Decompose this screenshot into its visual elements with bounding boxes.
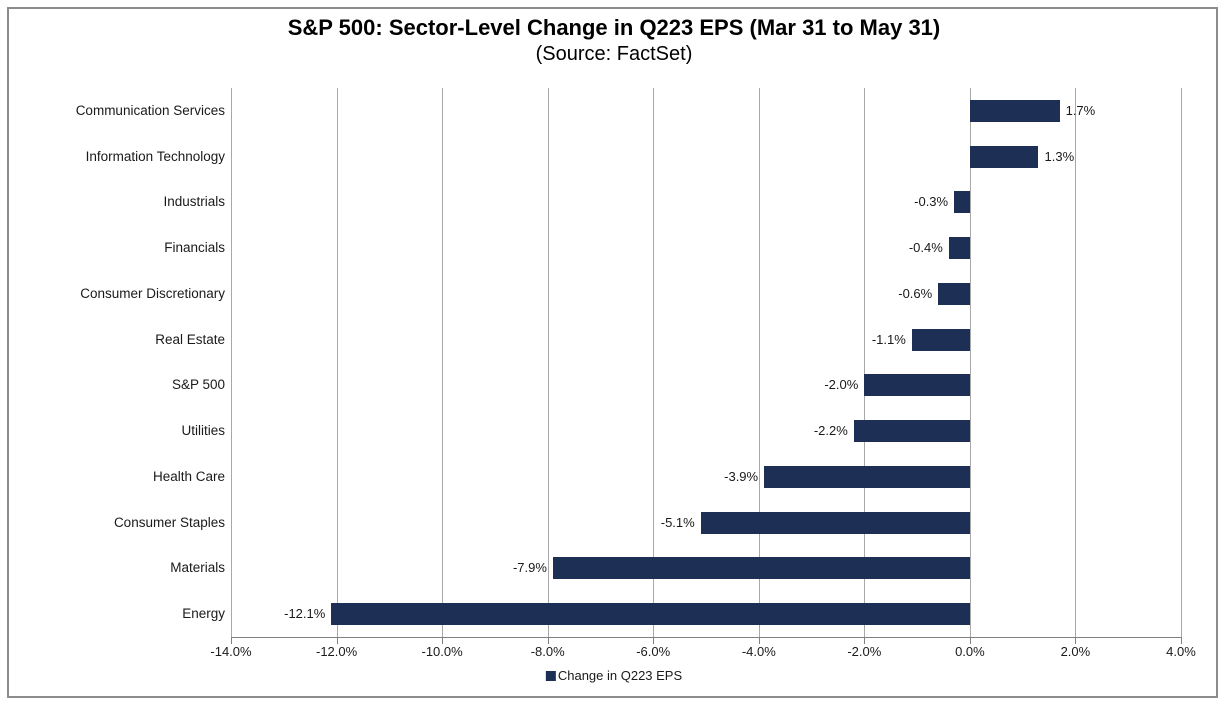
x-tick-label: -14.0% bbox=[210, 644, 252, 659]
bar-real-estate bbox=[911, 328, 970, 351]
bar-consumer-discretionary bbox=[938, 282, 970, 305]
x-tick-mark bbox=[758, 638, 760, 644]
x-tick-mark bbox=[969, 638, 971, 644]
data-label: 1.7% bbox=[1065, 102, 1096, 118]
x-tick-label: -12.0% bbox=[315, 644, 358, 659]
bar-information-technology bbox=[969, 145, 1039, 168]
bar-materials bbox=[552, 557, 970, 580]
x-gridline bbox=[758, 88, 760, 637]
x-gridline bbox=[231, 88, 232, 637]
data-label: -0.3% bbox=[914, 194, 949, 210]
x-gridline bbox=[442, 88, 444, 637]
legend-series-swatch-icon bbox=[545, 670, 556, 681]
category-label: Consumer Discretionary bbox=[80, 285, 225, 301]
bar-s-p-500 bbox=[864, 374, 970, 397]
data-label: -0.4% bbox=[908, 240, 943, 256]
category-label: Utilities bbox=[181, 423, 225, 439]
x-gridline bbox=[547, 88, 549, 637]
x-tick-mark bbox=[231, 638, 232, 644]
x-tick-mark bbox=[547, 638, 549, 644]
chart-subtitle: (Source: FactSet) bbox=[535, 43, 693, 65]
data-label: -2.2% bbox=[813, 423, 848, 439]
x-gridline bbox=[1181, 88, 1182, 637]
x-tick-mark bbox=[653, 638, 655, 644]
category-label: Communication Services bbox=[75, 102, 225, 118]
bar-health-care bbox=[764, 465, 970, 488]
category-label: Industrials bbox=[163, 194, 225, 210]
data-label: -5.1% bbox=[660, 514, 695, 530]
category-label: S&P 500 bbox=[171, 377, 225, 393]
category-label: Financials bbox=[164, 240, 225, 256]
x-tick-mark bbox=[336, 638, 338, 644]
x-tick-label: 0.0% bbox=[955, 644, 985, 659]
category-label: Consumer Staples bbox=[113, 514, 225, 530]
bar-financials bbox=[948, 237, 970, 260]
bar-industrials bbox=[954, 191, 970, 214]
x-tick-mark bbox=[442, 638, 444, 644]
category-label: Energy bbox=[182, 606, 225, 622]
chart-title: S&P 500: Sector-Level Change in Q223 EPS… bbox=[287, 15, 941, 40]
x-gridline bbox=[969, 88, 971, 637]
x-tick-label: 2.0% bbox=[1060, 644, 1091, 659]
x-tick-label: -10.0% bbox=[421, 644, 463, 659]
category-label: Health Care bbox=[152, 468, 225, 484]
category-label: Materials bbox=[170, 560, 225, 576]
x-tick-label: 4.0% bbox=[1166, 644, 1196, 659]
bar-consumer-staples bbox=[700, 511, 970, 534]
x-tick-label: -8.0% bbox=[530, 644, 565, 659]
x-tick-mark bbox=[864, 638, 866, 644]
legend-label: Change in Q223 EPS bbox=[557, 668, 683, 683]
x-tick-label: -2.0% bbox=[847, 644, 882, 659]
data-label: -1.1% bbox=[871, 331, 906, 347]
bar-energy bbox=[331, 603, 970, 626]
category-label: Information Technology bbox=[85, 148, 225, 164]
data-label: 1.3% bbox=[1044, 148, 1075, 164]
x-gridline bbox=[653, 88, 655, 637]
legend: Change in Q223 EPS bbox=[545, 668, 683, 683]
x-gridline bbox=[336, 88, 338, 637]
data-label: -0.6% bbox=[898, 285, 933, 301]
x-axis-line bbox=[231, 637, 1182, 638]
data-label: -3.9% bbox=[724, 468, 759, 484]
bar-communication-services bbox=[969, 99, 1060, 122]
x-tick-label: -4.0% bbox=[741, 644, 776, 659]
x-gridline bbox=[1075, 88, 1077, 637]
data-label: -2.0% bbox=[824, 377, 859, 393]
data-label: -12.1% bbox=[284, 606, 326, 622]
data-label: -7.9% bbox=[512, 560, 547, 576]
bar-utilities bbox=[853, 420, 970, 443]
category-label: Real Estate bbox=[155, 331, 225, 347]
chart-frame bbox=[7, 7, 1218, 698]
x-tick-mark bbox=[1181, 638, 1182, 644]
x-tick-label: -6.0% bbox=[636, 644, 671, 659]
x-gridline bbox=[864, 88, 866, 637]
x-tick-mark bbox=[1075, 638, 1077, 644]
